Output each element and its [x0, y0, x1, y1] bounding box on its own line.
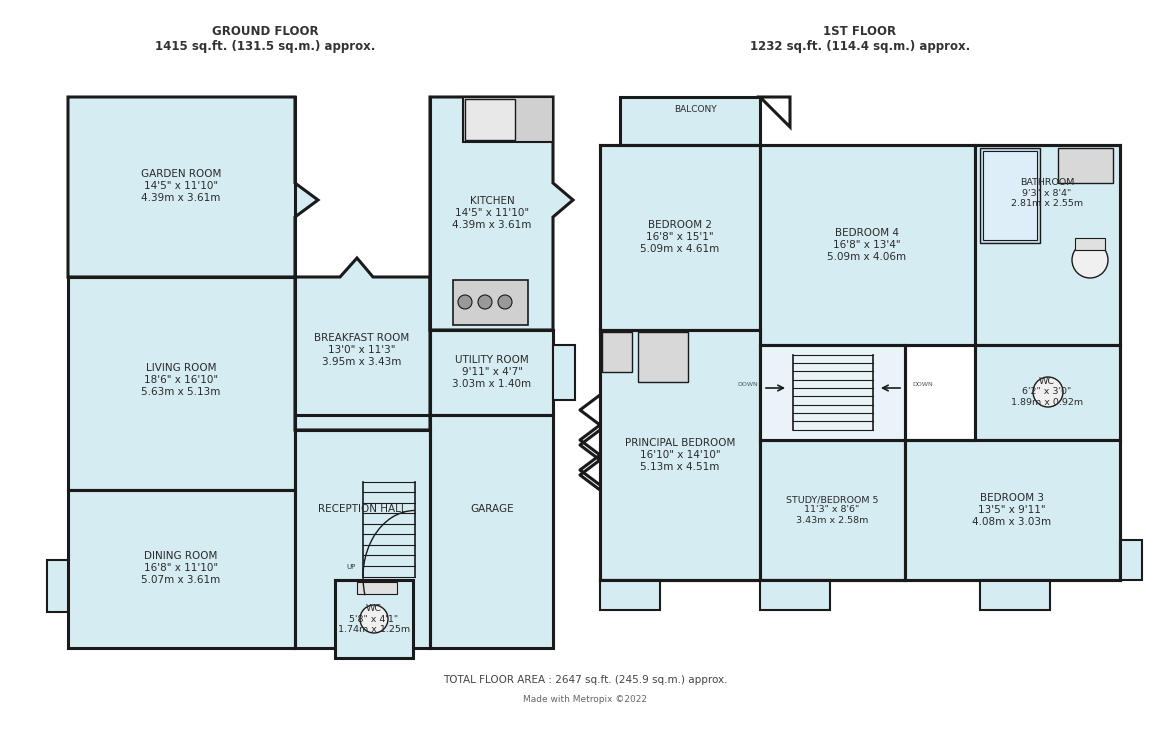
Polygon shape [68, 277, 295, 490]
Text: 1ST FLOOR
1232 sq.ft. (114.4 sq.m.) approx.: 1ST FLOOR 1232 sq.ft. (114.4 sq.m.) appr… [750, 25, 970, 53]
Circle shape [479, 295, 493, 309]
Polygon shape [760, 440, 906, 580]
Text: DOWN: DOWN [913, 382, 934, 388]
Text: DOWN: DOWN [737, 382, 758, 388]
Text: UTILITY ROOM
9'11" x 4'7"
3.03m x 1.40m: UTILITY ROOM 9'11" x 4'7" 3.03m x 1.40m [453, 355, 531, 388]
Text: Made with Metropix ©2022: Made with Metropix ©2022 [523, 695, 647, 704]
Polygon shape [603, 332, 632, 372]
Text: BEDROOM 2
16'8" x 15'1"
5.09m x 4.61m: BEDROOM 2 16'8" x 15'1" 5.09m x 4.61m [640, 220, 720, 254]
Polygon shape [1058, 148, 1113, 183]
Polygon shape [980, 148, 1040, 243]
Polygon shape [600, 580, 660, 610]
Circle shape [360, 605, 388, 633]
Text: BEDROOM 3
13'5" x 9'11"
4.08m x 3.03m: BEDROOM 3 13'5" x 9'11" 4.08m x 3.03m [972, 493, 1052, 526]
Text: DINING ROOM
16'8" x 11'10"
5.07m x 3.61m: DINING ROOM 16'8" x 11'10" 5.07m x 3.61m [142, 551, 221, 584]
Text: BEDROOM 4
16'8" x 13'4"
5.09m x 4.06m: BEDROOM 4 16'8" x 13'4" 5.09m x 4.06m [827, 228, 907, 261]
Polygon shape [600, 330, 760, 580]
Polygon shape [638, 332, 688, 382]
Polygon shape [760, 345, 906, 440]
Polygon shape [983, 151, 1037, 240]
Text: WC
6'2" x 3'0"
1.89m x 0.92m: WC 6'2" x 3'0" 1.89m x 0.92m [1011, 377, 1083, 407]
Polygon shape [431, 415, 553, 648]
Text: GROUND FLOOR
1415 sq.ft. (131.5 sq.m.) approx.: GROUND FLOOR 1415 sq.ft. (131.5 sq.m.) a… [154, 25, 376, 53]
Circle shape [1033, 377, 1064, 407]
Circle shape [498, 295, 512, 309]
Text: BATHROOM
9'3" x 8'4"
2.81m x 2.55m: BATHROOM 9'3" x 8'4" 2.81m x 2.55m [1011, 178, 1083, 208]
Text: PRINCIPAL BEDROOM
16'10" x 14'10"
5.13m x 4.51m: PRINCIPAL BEDROOM 16'10" x 14'10" 5.13m … [625, 438, 735, 472]
Polygon shape [975, 345, 1120, 440]
Polygon shape [760, 97, 790, 127]
Polygon shape [760, 580, 830, 610]
Text: LIVING ROOM
18'6" x 16'10"
5.63m x 5.13m: LIVING ROOM 18'6" x 16'10" 5.63m x 5.13m [142, 363, 221, 396]
Polygon shape [463, 97, 553, 142]
Polygon shape [553, 345, 574, 400]
Polygon shape [68, 97, 318, 277]
Text: GARAGE: GARAGE [470, 504, 514, 514]
Polygon shape [975, 145, 1120, 345]
Polygon shape [47, 560, 68, 612]
Polygon shape [600, 145, 760, 330]
Text: STUDY/BEDROOM 5
11'3" x 8'6"
3.43m x 2.58m: STUDY/BEDROOM 5 11'3" x 8'6" 3.43m x 2.5… [786, 495, 879, 525]
Polygon shape [1120, 540, 1142, 580]
Polygon shape [357, 582, 397, 594]
Polygon shape [453, 280, 528, 325]
Text: KITCHEN
14'5" x 11'10"
4.39m x 3.61m: KITCHEN 14'5" x 11'10" 4.39m x 3.61m [453, 197, 531, 230]
Polygon shape [464, 99, 515, 140]
Polygon shape [431, 330, 553, 415]
Circle shape [457, 295, 472, 309]
Polygon shape [431, 97, 573, 330]
Circle shape [1072, 242, 1108, 278]
Text: UP: UP [346, 564, 356, 570]
Polygon shape [980, 580, 1049, 610]
Text: BALCONY: BALCONY [674, 106, 716, 115]
Text: GARDEN ROOM
14'5" x 11'10"
4.39m x 3.61m: GARDEN ROOM 14'5" x 11'10" 4.39m x 3.61m [140, 170, 221, 203]
Polygon shape [295, 258, 431, 430]
Text: RECEPTION HALL: RECEPTION HALL [318, 504, 406, 514]
Text: TOTAL FLOOR AREA : 2647 sq.ft. (245.9 sq.m.) approx.: TOTAL FLOOR AREA : 2647 sq.ft. (245.9 sq… [442, 675, 728, 685]
Text: BREAKFAST ROOM
13'0" x 11'3"
3.95m x 3.43m: BREAKFAST ROOM 13'0" x 11'3" 3.95m x 3.4… [315, 333, 410, 366]
Polygon shape [906, 440, 1120, 580]
Polygon shape [68, 490, 295, 648]
Polygon shape [335, 580, 413, 658]
Polygon shape [760, 145, 975, 345]
Polygon shape [1075, 238, 1104, 250]
Polygon shape [295, 430, 431, 648]
Polygon shape [620, 97, 760, 145]
Text: WC
5'8" x 4'1"
1.74m x 1.25m: WC 5'8" x 4'1" 1.74m x 1.25m [338, 604, 410, 634]
